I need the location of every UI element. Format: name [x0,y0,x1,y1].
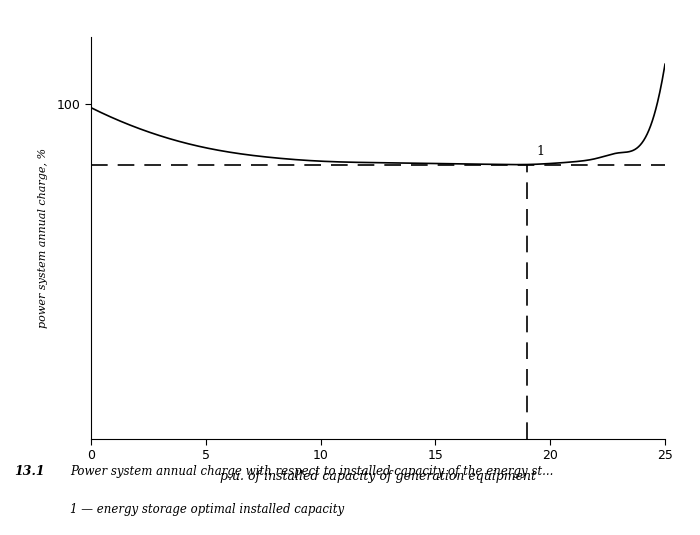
Y-axis label: power system annual charge, %: power system annual charge, % [38,148,48,328]
Text: 13.1: 13.1 [14,465,45,478]
Text: Power system annual charge with respect to installed capacity of the energy st..: Power system annual charge with respect … [70,465,554,478]
Text: 1 — energy storage optimal installed capacity: 1 — energy storage optimal installed cap… [70,503,344,516]
Text: 1: 1 [536,145,545,158]
X-axis label: p.u. of installed capacity of generation equipment: p.u. of installed capacity of generation… [220,470,536,484]
